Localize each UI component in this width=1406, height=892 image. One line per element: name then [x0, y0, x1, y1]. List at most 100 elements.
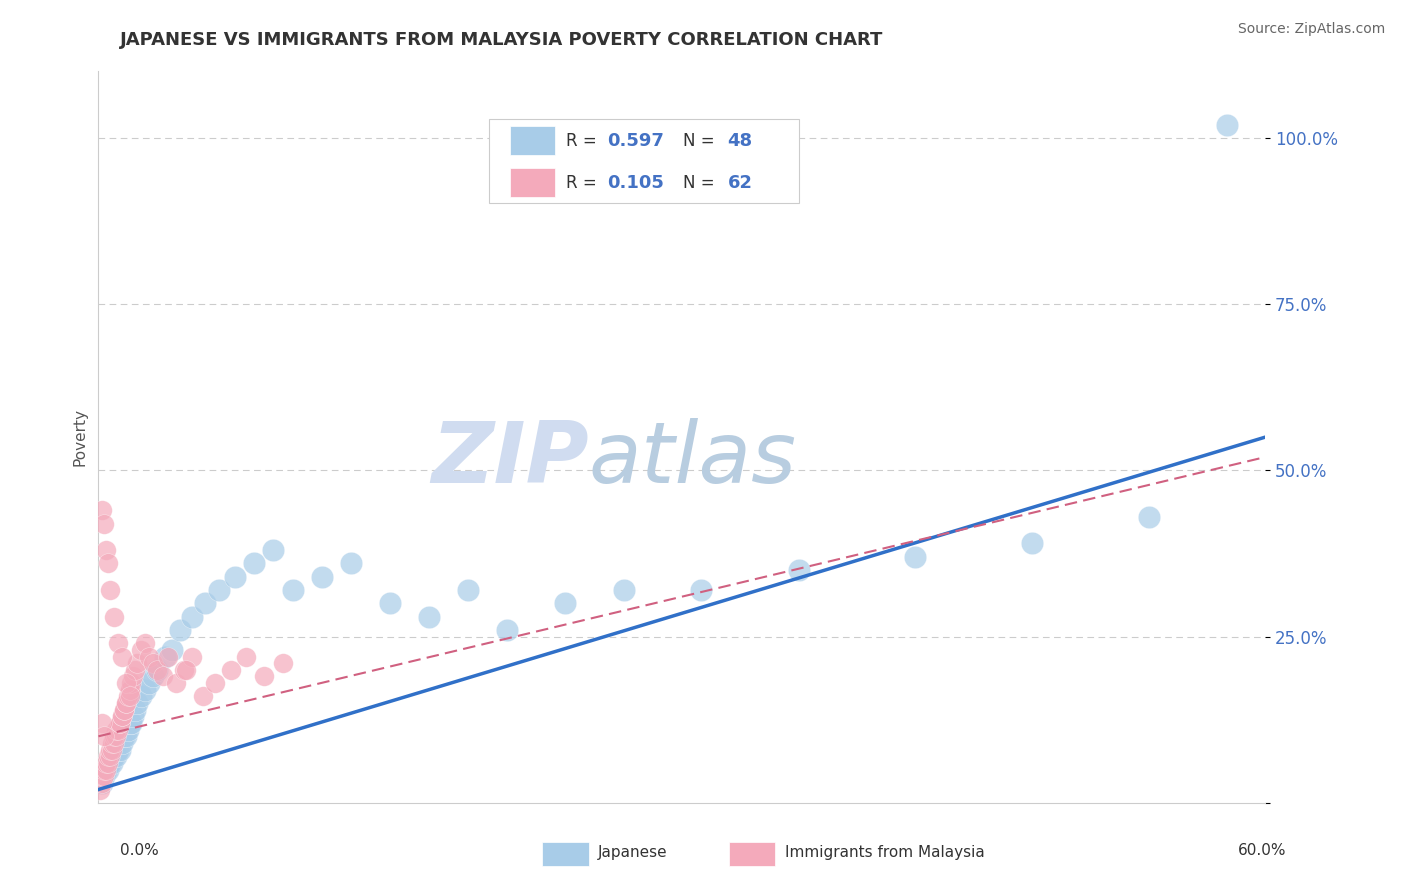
- Text: Source: ZipAtlas.com: Source: ZipAtlas.com: [1237, 22, 1385, 37]
- Y-axis label: Poverty: Poverty: [72, 408, 87, 467]
- Point: [98, 749, 121, 764]
- Point: [690, 582, 713, 597]
- Point: [114, 696, 136, 710]
- Point: [311, 570, 333, 584]
- Point: [138, 649, 160, 664]
- Point: [117, 723, 139, 737]
- Point: [174, 663, 197, 677]
- Point: [112, 729, 135, 743]
- Point: [235, 649, 257, 664]
- Point: [108, 716, 131, 731]
- Text: ZIP: ZIP: [430, 417, 589, 500]
- Point: [204, 676, 226, 690]
- Point: [96, 543, 118, 558]
- Point: [787, 563, 810, 577]
- Point: [496, 623, 519, 637]
- Point: [97, 763, 120, 777]
- Point: [129, 690, 152, 704]
- Point: [104, 729, 127, 743]
- FancyBboxPatch shape: [541, 841, 589, 866]
- Point: [271, 656, 294, 670]
- Text: R =: R =: [567, 132, 602, 150]
- Point: [91, 776, 114, 790]
- FancyBboxPatch shape: [728, 841, 775, 866]
- Point: [165, 676, 187, 690]
- FancyBboxPatch shape: [489, 119, 799, 203]
- Point: [134, 636, 156, 650]
- Point: [169, 623, 191, 637]
- Point: [114, 729, 136, 743]
- Text: N =: N =: [683, 174, 720, 192]
- Point: [193, 690, 215, 704]
- Point: [103, 749, 125, 764]
- Text: N =: N =: [683, 132, 720, 150]
- Point: [108, 742, 131, 756]
- Point: [340, 557, 363, 571]
- Point: [219, 663, 242, 677]
- Point: [112, 703, 135, 717]
- Point: [104, 749, 127, 764]
- Point: [127, 656, 149, 670]
- Point: [112, 703, 135, 717]
- Point: [418, 609, 440, 624]
- Text: Immigrants from Malaysia: Immigrants from Malaysia: [785, 845, 984, 860]
- Point: [103, 729, 125, 743]
- Point: [111, 709, 134, 723]
- Point: [134, 682, 156, 697]
- Text: 60.0%: 60.0%: [1239, 843, 1286, 858]
- Point: [93, 516, 115, 531]
- Text: JAPANESE VS IMMIGRANTS FROM MALAYSIA POVERTY CORRELATION CHART: JAPANESE VS IMMIGRANTS FROM MALAYSIA POV…: [120, 31, 883, 49]
- Point: [107, 742, 129, 756]
- Point: [157, 649, 180, 664]
- Point: [152, 669, 174, 683]
- Point: [98, 582, 121, 597]
- Point: [111, 649, 134, 664]
- Point: [91, 769, 114, 783]
- Point: [142, 669, 165, 683]
- Point: [118, 682, 141, 697]
- Point: [129, 643, 152, 657]
- Point: [107, 723, 129, 737]
- Point: [97, 557, 120, 571]
- Point: [457, 582, 479, 597]
- Point: [93, 769, 115, 783]
- Point: [180, 609, 202, 624]
- Point: [89, 782, 111, 797]
- Point: [96, 763, 118, 777]
- Point: [111, 709, 134, 723]
- Text: R =: R =: [567, 174, 602, 192]
- Point: [91, 776, 114, 790]
- Point: [117, 690, 139, 704]
- Point: [173, 663, 195, 677]
- Point: [281, 582, 304, 597]
- Point: [121, 716, 143, 731]
- Point: [97, 756, 120, 770]
- FancyBboxPatch shape: [510, 169, 555, 197]
- Point: [108, 716, 131, 731]
- Point: [111, 736, 134, 750]
- Point: [1021, 536, 1043, 550]
- Point: [380, 596, 402, 610]
- Point: [114, 676, 136, 690]
- Point: [253, 669, 276, 683]
- Point: [93, 769, 115, 783]
- Text: 0.0%: 0.0%: [120, 843, 159, 858]
- Point: [93, 763, 115, 777]
- Point: [122, 709, 145, 723]
- Point: [1215, 118, 1237, 132]
- Point: [904, 549, 927, 564]
- Point: [208, 582, 231, 597]
- Text: 0.105: 0.105: [607, 174, 664, 192]
- Point: [96, 756, 118, 770]
- Point: [118, 682, 141, 697]
- Point: [127, 696, 149, 710]
- FancyBboxPatch shape: [510, 126, 555, 155]
- Point: [224, 570, 246, 584]
- Point: [103, 609, 125, 624]
- Point: [142, 656, 165, 670]
- Point: [124, 703, 146, 717]
- Point: [146, 663, 169, 677]
- Point: [91, 716, 114, 731]
- Point: [121, 676, 143, 690]
- Point: [153, 649, 176, 664]
